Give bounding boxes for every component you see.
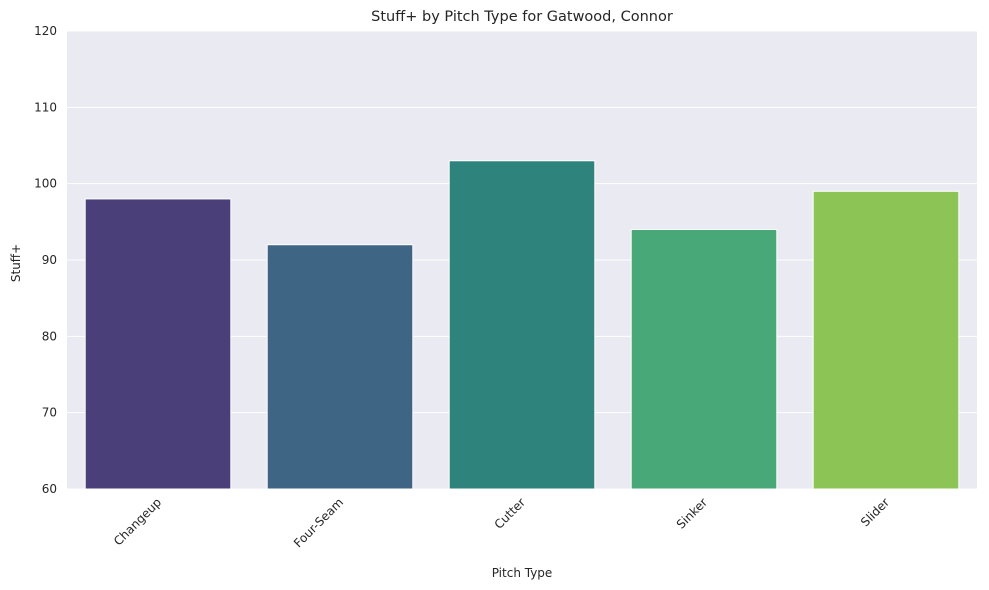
x-tick-label: Sinker — [674, 495, 710, 531]
x-axis-ticks: Changeup Four-Seam Cutter Sinker Slider — [111, 495, 892, 550]
y-tick-label: 100 — [34, 177, 57, 191]
bar-four-seam — [266, 244, 414, 490]
y-tick-label: 90 — [42, 253, 57, 267]
x-tick-label: Slider — [858, 495, 892, 529]
y-tick-label: 80 — [42, 329, 57, 343]
y-axis-ticks: 60 70 80 90 100 110 120 — [34, 24, 57, 496]
bar-slider — [812, 190, 960, 490]
bar-changeup — [84, 198, 232, 490]
chart-title: Stuff+ by Pitch Type for Gatwood, Connor — [371, 9, 673, 25]
y-axis-label: Stuff+ — [9, 244, 23, 282]
y-tick-label: 60 — [42, 482, 57, 496]
y-tick-label: 70 — [42, 406, 57, 420]
y-tick-label: 110 — [34, 100, 57, 114]
bar-cutter — [448, 160, 596, 490]
x-tick-label: Four-Seam — [291, 495, 346, 550]
x-tick-label: Changeup — [111, 495, 164, 548]
x-tick-label: Cutter — [492, 495, 529, 532]
x-axis-label: Pitch Type — [492, 566, 553, 580]
bars — [84, 160, 960, 490]
bar-sinker — [630, 228, 778, 490]
y-tick-label: 120 — [34, 24, 57, 38]
